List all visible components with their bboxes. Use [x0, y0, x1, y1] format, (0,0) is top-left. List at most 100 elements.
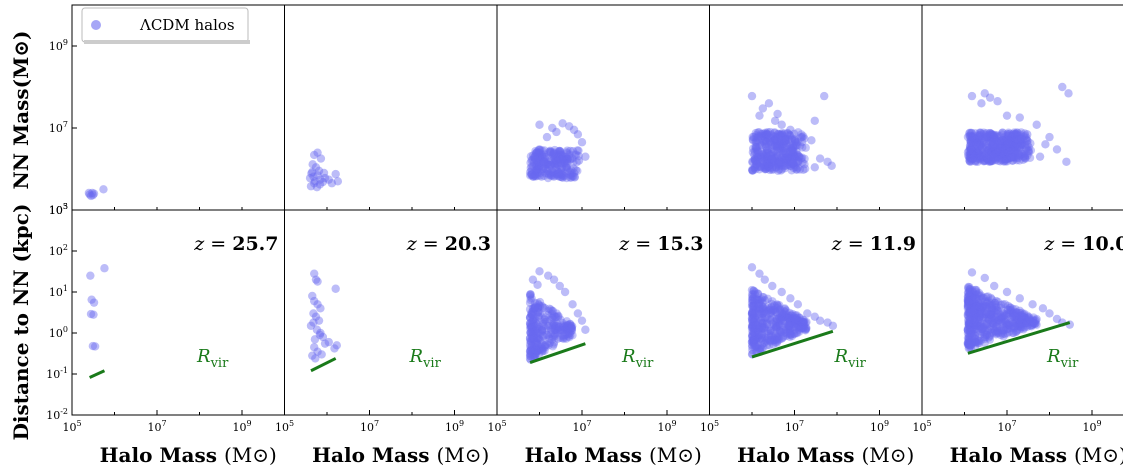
scatter-point	[779, 154, 788, 163]
scatter-point	[786, 125, 795, 135]
x-tick-label: 105	[62, 419, 81, 434]
scatter-point	[558, 326, 567, 335]
scatter-point	[998, 312, 1007, 322]
scatter-point	[534, 148, 543, 158]
scatter-point	[782, 306, 791, 315]
scatter-point	[546, 305, 555, 314]
scatter-point	[562, 324, 571, 333]
scatter-point	[1022, 136, 1032, 145]
scatter-point	[984, 145, 993, 155]
scatter-point	[554, 160, 563, 170]
scatter-point	[1002, 148, 1012, 158]
scatter-point	[747, 263, 757, 272]
scatter-point	[555, 172, 564, 181]
scatter-point	[537, 172, 546, 181]
scatter-point	[1052, 145, 1062, 154]
scatter-point	[772, 308, 782, 317]
scatter-point	[976, 141, 985, 150]
scatter-point	[546, 329, 556, 338]
scatter-point	[965, 319, 974, 329]
scatter-point	[1026, 321, 1035, 330]
scatter-point	[558, 159, 567, 168]
scatter-point	[747, 165, 757, 174]
scatter-point	[771, 338, 780, 347]
scatter-point	[541, 155, 550, 164]
scatter-point	[565, 320, 575, 329]
scatter-point	[789, 129, 799, 139]
scatter-point	[757, 336, 767, 345]
scatter-point	[756, 154, 765, 163]
rvir-line	[751, 329, 834, 359]
scatter-point	[761, 163, 771, 172]
scatter-point	[972, 147, 981, 156]
scatter-point	[772, 141, 781, 151]
scatter-point	[549, 149, 559, 158]
scatter-point	[757, 147, 766, 157]
x-axis-label: Halo Mass (M⊙)	[312, 443, 489, 467]
scatter-point	[787, 152, 796, 162]
scatter-point	[556, 149, 565, 158]
scatter-point	[751, 336, 760, 345]
scatter-point	[984, 134, 993, 143]
scatter-point	[537, 150, 547, 159]
scatter-point	[526, 338, 536, 347]
scatter-point	[324, 337, 333, 347]
scatter-point	[762, 336, 771, 345]
top-y-axis-title: NN Mass(M⊙)	[9, 31, 33, 190]
scatter-point	[526, 324, 535, 333]
scatter-point	[983, 156, 993, 165]
scatter-point	[787, 159, 796, 168]
redshift-label: z = 20.3	[406, 233, 491, 255]
scatter-point	[537, 347, 547, 356]
scatter-point	[979, 135, 989, 144]
scatter-point	[780, 139, 789, 148]
scatter-point	[994, 156, 1003, 165]
top-panel-frame	[709, 4, 923, 211]
scatter-point	[750, 147, 760, 156]
scatter-point	[747, 298, 757, 308]
scatter-point	[761, 142, 771, 152]
scatter-point	[1002, 155, 1011, 164]
scatter-point	[1008, 129, 1018, 139]
scatter-point	[776, 315, 786, 324]
scatter-point	[1001, 145, 1010, 154]
scatter-point	[988, 319, 998, 329]
scatter-point	[968, 145, 977, 155]
scatter-point	[754, 332, 763, 342]
scatter-point	[1020, 313, 1029, 322]
scatter-point	[792, 150, 802, 159]
scatter-point	[1028, 316, 1038, 326]
scatter-point	[989, 325, 998, 334]
scatter-point	[1024, 146, 1034, 156]
scatter-point	[984, 314, 993, 324]
scatter-point	[541, 164, 550, 173]
scatter-point	[777, 134, 786, 143]
scatter-point	[963, 302, 973, 311]
scatter-point	[771, 331, 780, 341]
scatter-point	[1010, 130, 1019, 139]
scatter-point	[543, 160, 553, 169]
scatter-point	[998, 152, 1007, 161]
scatter-point	[1020, 129, 1029, 138]
scatter-point	[796, 323, 805, 333]
scatter-point	[540, 146, 549, 155]
scatter-point	[992, 329, 1001, 338]
scatter-point	[778, 316, 788, 326]
scatter-point	[784, 322, 794, 332]
scatter-point	[764, 159, 774, 169]
scatter-point	[751, 342, 760, 351]
scatter-point	[1021, 316, 1030, 326]
scatter-point	[777, 153, 786, 162]
scatter-point	[773, 109, 782, 119]
scatter-point	[777, 327, 786, 337]
scatter-point	[787, 311, 796, 320]
scatter-point	[310, 296, 319, 306]
scatter-point	[529, 172, 538, 181]
scatter-point	[997, 313, 1006, 323]
rvir-line	[89, 369, 106, 379]
scatter-point	[771, 134, 780, 143]
scatter-point	[530, 342, 539, 352]
scatter-point	[990, 148, 999, 157]
scatter-point	[1000, 155, 1009, 164]
scatter-point	[797, 323, 807, 333]
